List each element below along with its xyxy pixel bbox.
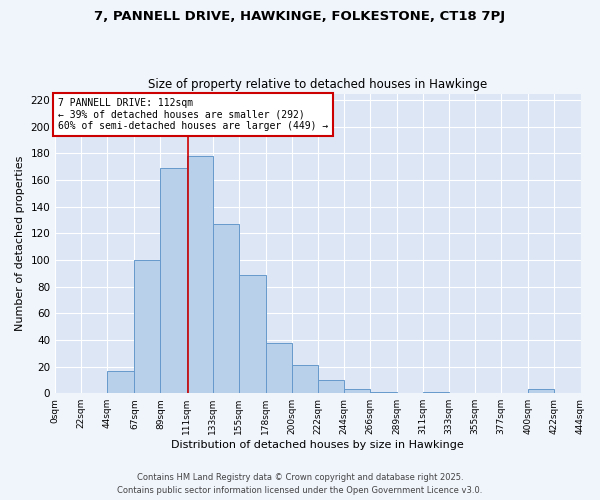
Bar: [423, 392, 449, 393]
Bar: [529, 389, 554, 393]
Bar: [160, 168, 187, 393]
Text: 7 PANNELL DRIVE: 112sqm
← 39% of detached houses are smaller (292)
60% of semi-d: 7 PANNELL DRIVE: 112sqm ← 39% of detache…: [58, 98, 328, 131]
Bar: [239, 274, 266, 393]
Bar: [292, 365, 318, 393]
Bar: [266, 342, 292, 393]
X-axis label: Distribution of detached houses by size in Hawkinge: Distribution of detached houses by size …: [172, 440, 464, 450]
Bar: [344, 389, 370, 393]
Text: Contains HM Land Registry data © Crown copyright and database right 2025.
Contai: Contains HM Land Registry data © Crown c…: [118, 474, 482, 495]
Bar: [370, 392, 397, 393]
Title: Size of property relative to detached houses in Hawkinge: Size of property relative to detached ho…: [148, 78, 487, 91]
Bar: [134, 260, 160, 393]
Bar: [212, 224, 239, 393]
Bar: [107, 370, 134, 393]
Y-axis label: Number of detached properties: Number of detached properties: [15, 156, 25, 331]
Text: 7, PANNELL DRIVE, HAWKINGE, FOLKESTONE, CT18 7PJ: 7, PANNELL DRIVE, HAWKINGE, FOLKESTONE, …: [94, 10, 506, 23]
Bar: [187, 156, 212, 393]
Bar: [318, 380, 344, 393]
